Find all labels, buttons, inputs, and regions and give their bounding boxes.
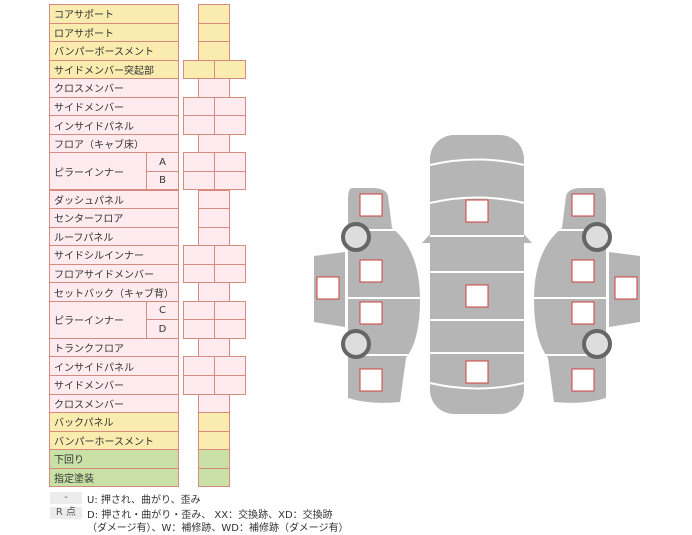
- damage-cell-right[interactable]: [214, 263, 246, 284]
- damage-marker[interactable]: [614, 276, 638, 300]
- car-body-top: [430, 135, 524, 414]
- legend-key-r: R 点: [50, 507, 82, 519]
- mirror-right: [522, 232, 532, 243]
- legend-key-dash: -: [50, 492, 82, 504]
- wheel-icon: [582, 222, 612, 252]
- row-label: ピラーインナー: [49, 152, 147, 191]
- legend-text-d2: （ダメージ有）、W：補修跡、WD：補修跡（ダメージ有）: [87, 523, 349, 534]
- damage-cell-right[interactable]: [214, 319, 246, 339]
- damage-marker[interactable]: [359, 368, 383, 392]
- damage-marker[interactable]: [359, 301, 383, 325]
- car-side-left: [348, 188, 420, 403]
- car-side-right: [534, 188, 606, 403]
- damage-marker[interactable]: [465, 360, 489, 384]
- legend-text-d: D: 押され・曲がり・歪み、 XX：交換跡、XD：交換跡: [87, 510, 333, 521]
- damage-cell-right[interactable]: [214, 375, 246, 395]
- damage-marker[interactable]: [571, 259, 595, 283]
- damage-cell-right[interactable]: [214, 170, 246, 191]
- damage-marker[interactable]: [571, 301, 595, 325]
- mirror-left: [422, 232, 432, 243]
- damage-marker[interactable]: [359, 193, 383, 217]
- wheel-icon: [582, 329, 612, 359]
- wheel-icon: [341, 222, 371, 252]
- damage-cell-right[interactable]: [214, 115, 246, 135]
- damage-marker[interactable]: [571, 368, 595, 392]
- legend-text-u: U: 押され、曲がり、歪み: [87, 495, 201, 506]
- row-label: 指定塗装: [49, 467, 179, 488]
- damage-marker[interactable]: [359, 259, 383, 283]
- damage-marker[interactable]: [316, 276, 340, 300]
- damage-cell[interactable]: [198, 467, 230, 488]
- damage-marker[interactable]: [465, 284, 489, 308]
- damage-marker[interactable]: [465, 199, 489, 223]
- damage-cell-right[interactable]: [214, 59, 246, 80]
- row-label: ピラーインナー: [49, 300, 147, 339]
- damage-marker[interactable]: [571, 193, 595, 217]
- wheel-icon: [341, 329, 371, 359]
